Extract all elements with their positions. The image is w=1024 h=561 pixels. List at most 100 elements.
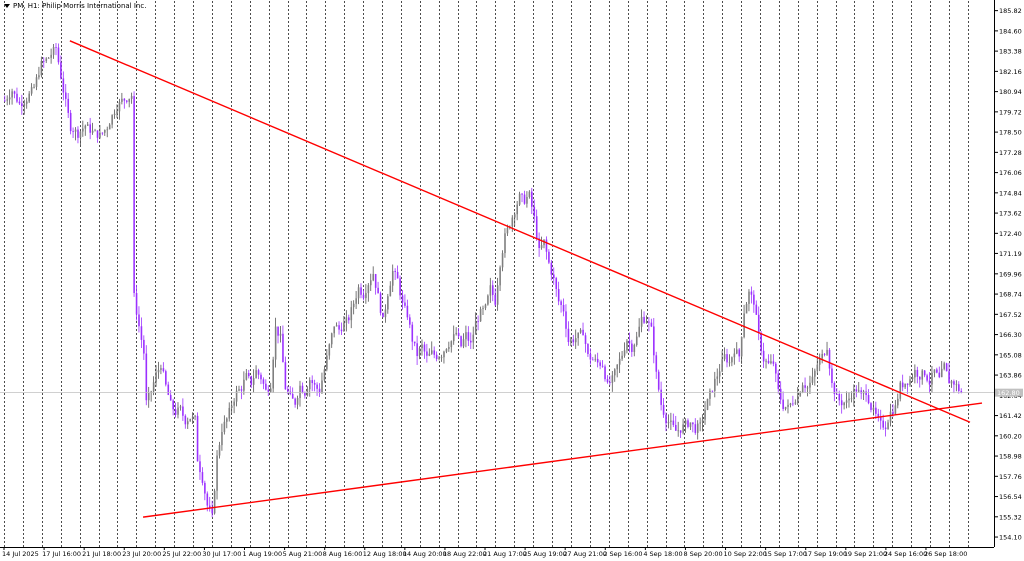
candle-body — [69, 112, 72, 132]
candle-body — [455, 332, 457, 335]
y-tick-label: 182.16 — [999, 68, 1022, 76]
candle-body — [45, 58, 48, 61]
candle-body — [877, 413, 880, 417]
candle-body — [950, 381, 953, 384]
candle-body — [555, 278, 558, 290]
trendline-lower — [142, 402, 983, 518]
candle-body — [828, 349, 831, 369]
candle-body — [511, 217, 514, 227]
candle-body — [67, 98, 70, 113]
candle-body — [65, 92, 67, 99]
candle-body — [928, 380, 931, 385]
candle-body — [284, 362, 287, 390]
candle-body — [689, 422, 692, 427]
candle-body — [635, 336, 638, 345]
candle-body — [921, 370, 924, 380]
candle-body — [621, 355, 623, 359]
candle-body — [618, 358, 621, 365]
candle-body — [28, 93, 30, 102]
candle-body — [201, 472, 204, 483]
candle-body — [679, 430, 682, 433]
candle-body — [228, 407, 231, 419]
candle-body — [518, 193, 521, 205]
candle-body — [338, 325, 340, 330]
candle-body — [665, 414, 667, 424]
candle-body — [843, 402, 845, 406]
candle-body — [870, 403, 872, 410]
candle-body — [860, 390, 863, 394]
candle-body — [570, 339, 572, 343]
candle-body — [355, 298, 357, 304]
candle-body — [479, 308, 482, 322]
candle-body — [255, 370, 257, 379]
candle-body — [711, 390, 714, 392]
candle-body — [30, 87, 33, 94]
y-tick-label: 177.28 — [999, 149, 1022, 157]
candle-body — [762, 350, 765, 362]
candle-body — [806, 387, 809, 389]
candle-body — [660, 389, 662, 405]
candle-body — [787, 404, 789, 407]
candle-body — [738, 349, 741, 357]
candle-body — [152, 382, 155, 392]
candle-body — [240, 389, 243, 391]
candle-body — [389, 285, 392, 297]
candle-body — [472, 334, 475, 343]
candle-body — [867, 395, 870, 404]
candle-body — [782, 399, 784, 409]
candle-body — [277, 326, 279, 336]
trendline-upper — [69, 40, 971, 423]
candle-body — [238, 389, 240, 391]
candle-body — [221, 431, 223, 446]
candle-body — [901, 382, 904, 388]
candle-body — [199, 461, 201, 473]
candle-body — [496, 285, 499, 305]
candle-body — [82, 128, 84, 132]
candle-body — [25, 101, 28, 104]
candle-body — [484, 304, 487, 309]
candle-body — [309, 380, 311, 390]
candle-body — [269, 388, 272, 392]
candle-body — [662, 404, 665, 415]
candle-body — [699, 422, 701, 424]
candle-body — [477, 321, 479, 323]
x-tick-label: 17 Sep 19:00 — [804, 550, 847, 558]
candle-body — [933, 369, 936, 373]
candle-body — [50, 54, 52, 58]
y-tick-label: 167.52 — [999, 311, 1022, 319]
candle-body — [377, 287, 379, 294]
candle-body — [682, 424, 684, 433]
candle-body — [953, 381, 955, 385]
candle-body — [216, 455, 218, 491]
candle-body — [892, 411, 894, 415]
candle-body — [89, 124, 91, 133]
candle-body — [35, 77, 38, 87]
candle-body — [343, 322, 345, 332]
candle-body — [548, 251, 550, 263]
candle-body — [797, 395, 799, 403]
candle-body — [565, 311, 567, 329]
candle-body — [230, 405, 233, 408]
candle-body — [352, 303, 355, 308]
candle-body — [177, 407, 179, 415]
candle-body — [826, 349, 828, 355]
candle-body — [323, 369, 326, 381]
candle-body — [169, 394, 172, 401]
candle-body — [909, 379, 911, 385]
candle-body — [160, 368, 162, 370]
candle-body — [848, 398, 850, 401]
candle-body — [101, 132, 104, 134]
candle-body — [579, 329, 582, 333]
candle-body — [601, 365, 604, 367]
candle-body — [387, 296, 389, 310]
candle-body — [191, 416, 194, 419]
candle-body — [113, 113, 116, 116]
candle-body — [57, 47, 60, 63]
candle-body — [582, 329, 584, 336]
candle-body — [492, 285, 494, 295]
y-tick-label: 179.72 — [999, 108, 1022, 116]
candle-body — [440, 357, 443, 359]
y-tick-label: 157.76 — [999, 473, 1022, 481]
